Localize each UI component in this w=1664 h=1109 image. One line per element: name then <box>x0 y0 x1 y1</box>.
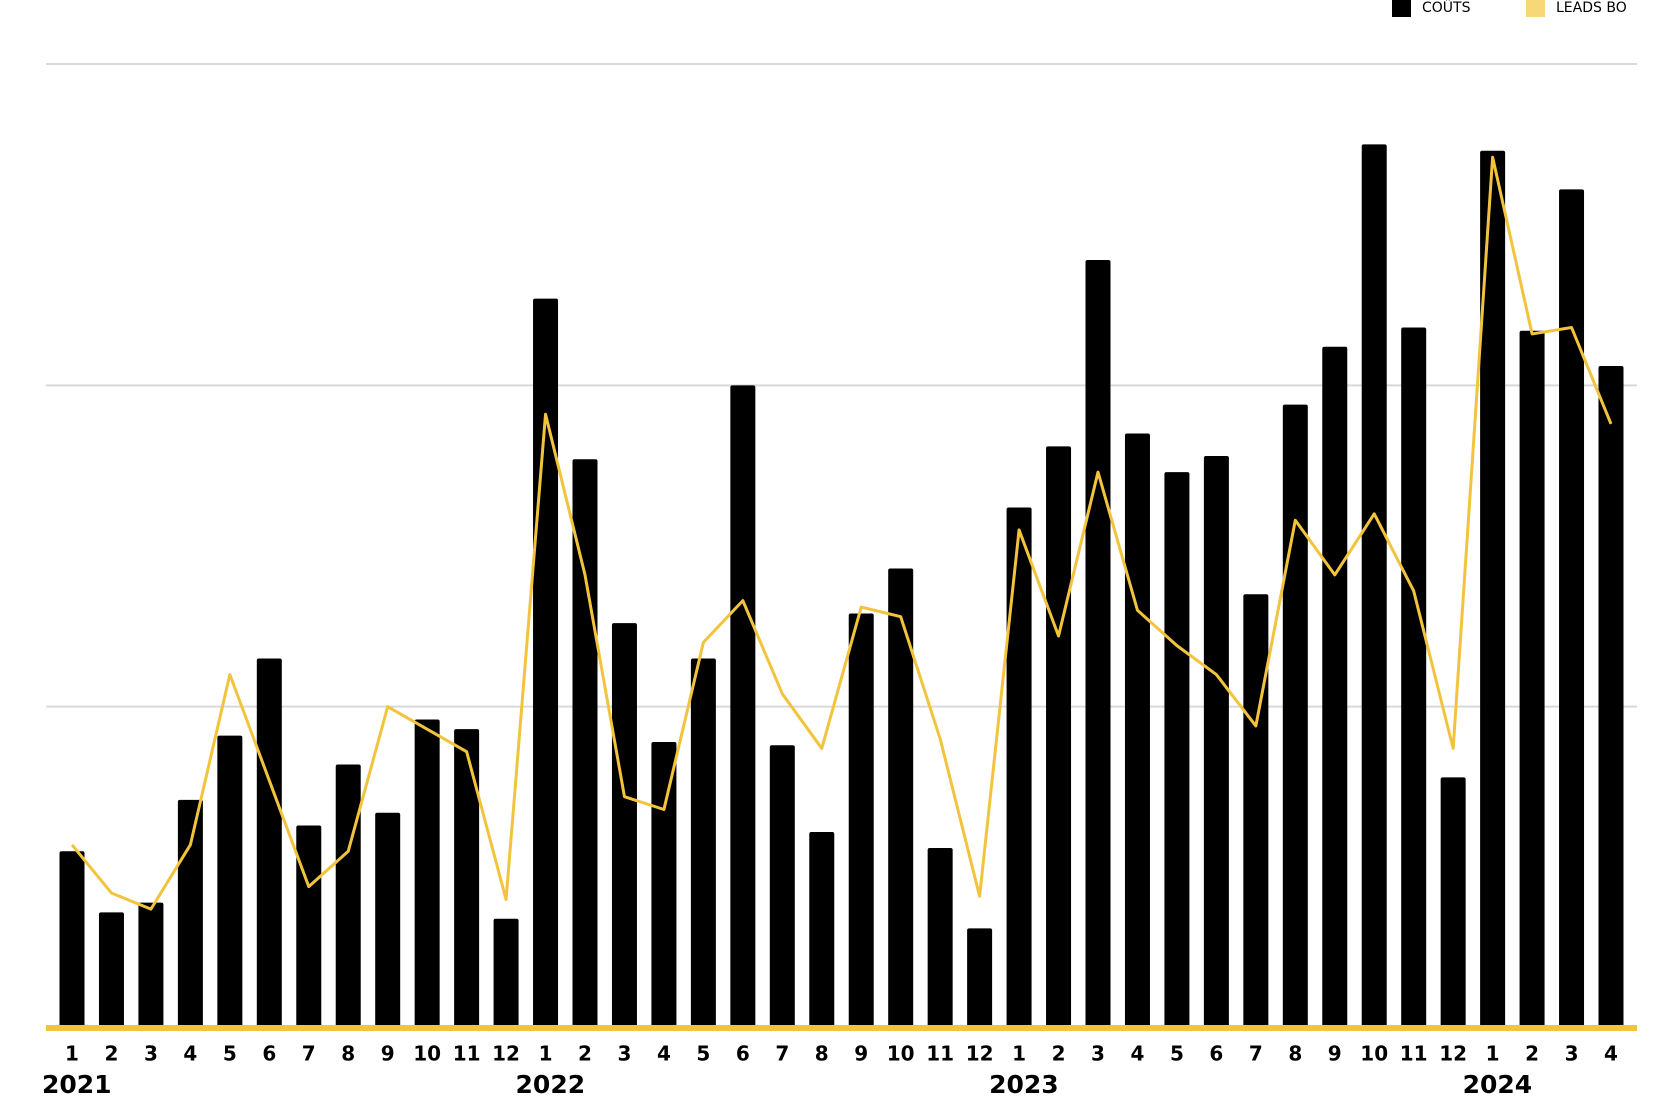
legend-label: LEADS BO <box>1556 0 1627 16</box>
bar <box>611 623 637 1028</box>
x-tick-label: 9 <box>854 1042 868 1066</box>
x-tick-label: 4 <box>657 1042 671 1066</box>
bar <box>1559 189 1585 1028</box>
bar <box>138 902 164 1028</box>
x-tick-label: 1 <box>65 1042 79 1066</box>
x-tick-label: 6 <box>1209 1042 1223 1066</box>
x-tick-label: 3 <box>618 1042 632 1066</box>
year-label: 2023 <box>989 1070 1059 1099</box>
bar <box>967 928 993 1028</box>
x-tick-label: 12 <box>492 1042 520 1066</box>
bar <box>769 745 795 1028</box>
legend-label: COÛTS <box>1422 0 1471 16</box>
x-tick-label: 8 <box>815 1042 829 1066</box>
bar <box>1440 777 1466 1028</box>
bar <box>927 848 953 1028</box>
x-tick-label: 8 <box>1288 1042 1302 1066</box>
bar <box>217 735 243 1028</box>
x-tick-label: 2 <box>578 1042 592 1066</box>
bar <box>98 912 124 1028</box>
x-tick-label: 5 <box>1170 1042 1184 1066</box>
x-tick-label: 1 <box>1012 1042 1026 1066</box>
bar <box>1401 327 1427 1028</box>
x-tick-label: 4 <box>183 1042 197 1066</box>
bar <box>375 812 401 1028</box>
x-tick-label: 3 <box>1091 1042 1105 1066</box>
x-tick-label: 4 <box>1131 1042 1145 1066</box>
bar <box>177 799 203 1028</box>
bar <box>1519 330 1545 1028</box>
x-tick-label: 11 <box>1400 1042 1428 1066</box>
bar <box>1361 144 1387 1029</box>
bar <box>1322 346 1348 1029</box>
x-tick-label: 1 <box>539 1042 553 1066</box>
bar <box>1598 366 1624 1028</box>
year-label: 2021 <box>42 1070 112 1099</box>
x-tick-label: 3 <box>144 1042 158 1066</box>
year-label: 2024 <box>1463 1070 1533 1099</box>
x-tick-label: 9 <box>1328 1042 1342 1066</box>
x-tick-label: 5 <box>696 1042 710 1066</box>
x-tick-label: 11 <box>926 1042 954 1066</box>
bar <box>1480 150 1506 1028</box>
bar <box>572 459 598 1028</box>
x-tick-label: 6 <box>736 1042 750 1066</box>
x-tick-label: 12 <box>1439 1042 1467 1066</box>
bar <box>256 658 282 1028</box>
x-tick-label: 8 <box>341 1042 355 1066</box>
bar <box>335 764 361 1028</box>
x-tick-label: 2 <box>105 1042 119 1066</box>
bar <box>59 851 85 1028</box>
year-label: 2022 <box>516 1070 586 1099</box>
bar <box>1282 404 1308 1028</box>
x-tick-label: 6 <box>262 1042 276 1066</box>
x-tick-label: 10 <box>413 1042 441 1066</box>
bar <box>414 719 440 1028</box>
bar <box>690 658 716 1028</box>
legend-swatch <box>1526 0 1545 17</box>
bar <box>533 298 559 1028</box>
x-tick-label: 12 <box>966 1042 994 1066</box>
x-tick-label: 1 <box>1486 1042 1500 1066</box>
bar <box>888 568 914 1028</box>
bar <box>848 613 874 1028</box>
bar <box>651 742 677 1028</box>
x-tick-label: 2 <box>1052 1042 1066 1066</box>
bar <box>1164 472 1190 1028</box>
bar <box>1124 433 1150 1028</box>
x-tick-label: 2 <box>1525 1042 1539 1066</box>
x-tick-label: 10 <box>887 1042 915 1066</box>
x-tick-label: 7 <box>1249 1042 1263 1066</box>
x-tick-label: 3 <box>1565 1042 1579 1066</box>
bar <box>730 385 756 1028</box>
bar <box>454 729 480 1028</box>
bar <box>296 825 322 1028</box>
x-tick-label: 9 <box>381 1042 395 1066</box>
x-tick-label: 5 <box>223 1042 237 1066</box>
x-tick-label: 7 <box>775 1042 789 1066</box>
legend-swatch <box>1392 0 1411 17</box>
x-tick-label: 4 <box>1604 1042 1618 1066</box>
bar <box>1243 594 1269 1028</box>
bar <box>1046 446 1072 1028</box>
bar <box>809 831 835 1028</box>
bar <box>1085 260 1111 1029</box>
bar <box>493 918 519 1028</box>
x-tick-label: 11 <box>453 1042 481 1066</box>
bar <box>1006 507 1032 1028</box>
bar <box>1203 456 1229 1028</box>
x-tick-label: 10 <box>1360 1042 1388 1066</box>
x-tick-label: 7 <box>302 1042 316 1066</box>
line <box>70 155 1613 911</box>
